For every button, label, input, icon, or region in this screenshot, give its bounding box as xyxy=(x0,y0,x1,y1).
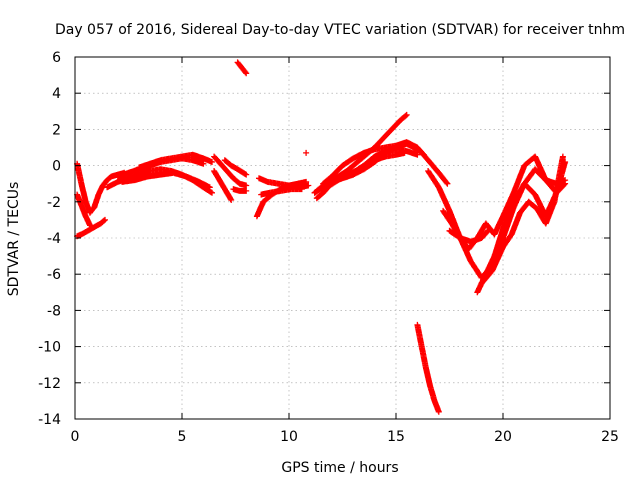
x-tick-label: 20 xyxy=(494,429,512,445)
data-series xyxy=(211,153,250,189)
series-markers xyxy=(478,153,566,287)
y-tick-label: -8 xyxy=(47,303,61,319)
series-markers xyxy=(320,139,451,187)
y-axis-label: SDTVAR / TECUs xyxy=(6,182,22,297)
data-series xyxy=(320,139,451,187)
y-tick-label: -2 xyxy=(47,195,61,211)
x-tick-label: 15 xyxy=(387,429,405,445)
data-series xyxy=(211,168,235,203)
x-tick-labels: 0 5 10 15 20 25 xyxy=(71,429,619,445)
y-tick-label: -6 xyxy=(47,267,61,283)
x-tick-label: 5 xyxy=(178,429,187,445)
y-tick-label: -12 xyxy=(38,376,61,392)
y-tick-label: 4 xyxy=(52,86,61,102)
series-markers xyxy=(440,153,569,252)
y-tick-label: -14 xyxy=(38,412,61,428)
data-series xyxy=(478,153,566,287)
y-tick-label: -4 xyxy=(47,231,61,247)
series-markers xyxy=(230,186,250,194)
y-tick-label: 2 xyxy=(52,122,61,138)
series-markers xyxy=(211,153,250,189)
data-series xyxy=(440,153,569,252)
series-markers xyxy=(258,186,305,198)
ticks xyxy=(74,56,611,420)
x-tick-label: 10 xyxy=(280,429,298,445)
data-series xyxy=(230,186,250,194)
series-layer xyxy=(74,59,569,415)
data-series xyxy=(119,169,213,191)
data-series xyxy=(446,227,491,245)
data-series xyxy=(414,321,442,415)
series-markers xyxy=(74,216,108,240)
series-markers xyxy=(211,168,235,203)
series-markers xyxy=(119,169,213,191)
grid xyxy=(75,57,610,419)
series-markers xyxy=(234,59,250,77)
series-markers xyxy=(74,160,128,216)
y-tick-label: 0 xyxy=(52,159,61,175)
data-series xyxy=(74,216,108,240)
data-series xyxy=(258,186,305,198)
data-series xyxy=(234,59,250,77)
data-series xyxy=(136,151,215,171)
y-tick-label: -10 xyxy=(38,340,61,356)
series-markers xyxy=(313,149,408,202)
y-tick-label: 6 xyxy=(52,50,61,66)
data-series xyxy=(313,149,408,202)
data-series xyxy=(221,157,250,178)
data-series xyxy=(303,149,310,156)
data-series xyxy=(74,160,128,216)
chart-title: Day 057 of 2016, Sidereal Day-to-day VTE… xyxy=(55,22,625,38)
x-axis-label: GPS time / hours xyxy=(281,460,398,476)
series-markers xyxy=(221,157,250,178)
series-markers xyxy=(136,151,215,171)
series-markers xyxy=(303,149,310,156)
x-tick-label: 25 xyxy=(601,429,619,445)
series-markers xyxy=(414,321,442,415)
x-tick-label: 0 xyxy=(71,429,80,445)
series-markers xyxy=(446,227,491,245)
y-tick-labels: -14 -12 -10 -8 -6 -4 -2 0 2 4 6 xyxy=(38,50,61,428)
